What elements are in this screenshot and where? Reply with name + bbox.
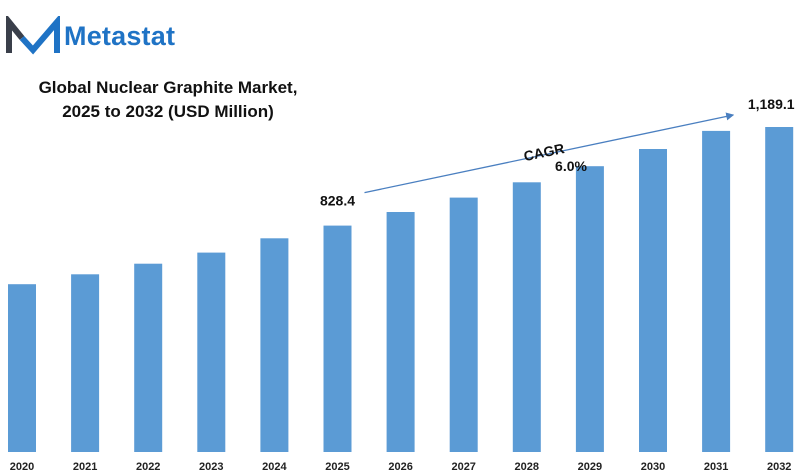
x-tick-2031: 2031 bbox=[704, 461, 728, 473]
bar-2023 bbox=[197, 252, 226, 452]
bar-2029 bbox=[575, 166, 604, 452]
data-label-2025: 828.4 bbox=[320, 193, 355, 209]
brand-logo: Metastat bbox=[6, 16, 175, 56]
x-tick-2026: 2026 bbox=[388, 461, 412, 473]
bar-2020 bbox=[8, 284, 36, 452]
x-tick-2030: 2030 bbox=[641, 461, 665, 473]
bar-2031 bbox=[702, 130, 731, 452]
data-label-2032: 1,189.1 bbox=[748, 96, 795, 112]
bar-2021 bbox=[71, 274, 100, 452]
brand-name: Metastat bbox=[64, 20, 176, 51]
bar-2032 bbox=[765, 127, 794, 452]
bar-2030 bbox=[639, 149, 667, 452]
cagr-value: 6.0% bbox=[555, 158, 587, 174]
bar-2027 bbox=[449, 197, 478, 452]
x-tick-2032: 2032 bbox=[767, 461, 791, 473]
metastat-logo-icon bbox=[6, 16, 60, 55]
bar-2022 bbox=[134, 263, 163, 452]
chart-title-line-1: Global Nuclear Graphite Market, bbox=[38, 78, 298, 97]
x-tick-2020: 2020 bbox=[10, 461, 34, 473]
chart-title: Global Nuclear Graphite Market, 2025 to … bbox=[0, 76, 336, 124]
bar-2024 bbox=[260, 238, 289, 452]
chart-title-line-2: 2025 to 2032 (USD Million) bbox=[62, 102, 274, 121]
x-tick-2027: 2027 bbox=[451, 461, 475, 473]
x-tick-2029: 2029 bbox=[578, 461, 602, 473]
x-tick-2025: 2025 bbox=[325, 461, 349, 473]
bar-2025 bbox=[323, 225, 352, 452]
bar-2026 bbox=[386, 212, 415, 452]
x-tick-2022: 2022 bbox=[136, 461, 160, 473]
x-tick-2021: 2021 bbox=[73, 461, 97, 473]
bar-2028 bbox=[512, 182, 541, 453]
x-tick-2028: 2028 bbox=[515, 461, 539, 473]
x-tick-2024: 2024 bbox=[262, 461, 287, 473]
cagr-arrow bbox=[364, 112, 735, 194]
x-tick-2023: 2023 bbox=[199, 461, 223, 473]
